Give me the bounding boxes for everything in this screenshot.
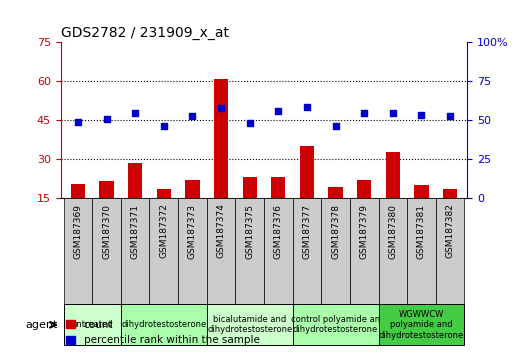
Text: agent: agent <box>26 320 58 330</box>
Bar <box>357 180 371 237</box>
Bar <box>436 198 465 304</box>
Text: bicalutamide and
dihydrotestosterone: bicalutamide and dihydrotestosterone <box>207 315 293 335</box>
Point <box>417 112 426 118</box>
Bar <box>185 180 200 237</box>
Bar <box>300 146 314 237</box>
Point <box>446 114 454 119</box>
Bar <box>271 177 286 237</box>
Bar <box>178 198 207 304</box>
Text: GSM187375: GSM187375 <box>245 204 254 258</box>
Bar <box>92 198 121 304</box>
Point <box>303 104 311 110</box>
Point <box>360 110 369 115</box>
Bar <box>63 198 92 304</box>
Text: GSM187379: GSM187379 <box>360 204 369 258</box>
Point <box>159 123 168 129</box>
Bar <box>99 181 114 237</box>
Bar <box>63 304 121 345</box>
Text: GSM187369: GSM187369 <box>73 204 82 258</box>
Bar <box>157 189 171 237</box>
Text: untreated: untreated <box>71 320 113 329</box>
Bar <box>121 304 207 345</box>
Text: control polyamide an
dihydrotestosterone: control polyamide an dihydrotestosterone <box>291 315 380 335</box>
Text: GSM187374: GSM187374 <box>216 204 225 258</box>
Point <box>332 123 340 129</box>
Text: GSM187381: GSM187381 <box>417 204 426 258</box>
Bar <box>293 304 379 345</box>
Bar <box>235 198 264 304</box>
Bar <box>242 177 257 237</box>
Point <box>217 105 225 111</box>
Text: GSM187377: GSM187377 <box>303 204 312 258</box>
Bar <box>207 198 235 304</box>
Bar <box>407 198 436 304</box>
Bar <box>71 184 85 237</box>
Bar <box>385 152 400 237</box>
Bar <box>128 163 143 237</box>
Bar <box>121 198 149 304</box>
Bar <box>214 79 228 237</box>
Point <box>188 113 196 119</box>
Text: GSM187372: GSM187372 <box>159 204 168 258</box>
Legend: count, percentile rank within the sample: count, percentile rank within the sample <box>66 320 259 345</box>
Bar <box>414 185 429 237</box>
Bar <box>264 198 293 304</box>
Text: GSM187371: GSM187371 <box>130 204 140 258</box>
Bar <box>293 198 321 304</box>
Text: GSM187382: GSM187382 <box>446 204 455 258</box>
Text: GSM187373: GSM187373 <box>188 204 197 258</box>
Bar <box>379 304 465 345</box>
Bar <box>379 198 407 304</box>
Text: GSM187378: GSM187378 <box>331 204 340 258</box>
Point <box>74 119 82 125</box>
Bar <box>443 189 457 237</box>
Bar <box>207 304 293 345</box>
Point <box>246 121 254 126</box>
Text: GSM187370: GSM187370 <box>102 204 111 258</box>
Bar <box>321 198 350 304</box>
Text: WGWWCW
polyamide and
dihydrotestosterone: WGWWCW polyamide and dihydrotestosterone <box>379 310 464 340</box>
Point <box>274 108 282 114</box>
Text: GDS2782 / 231909_x_at: GDS2782 / 231909_x_at <box>61 26 229 40</box>
Text: GSM187376: GSM187376 <box>274 204 283 258</box>
Bar <box>328 187 343 237</box>
Text: dihydrotestosterone: dihydrotestosterone <box>121 320 206 329</box>
Point <box>389 110 397 115</box>
Text: GSM187380: GSM187380 <box>388 204 398 258</box>
Bar <box>149 198 178 304</box>
Bar <box>350 198 379 304</box>
Point <box>131 110 139 115</box>
Point <box>102 116 111 122</box>
